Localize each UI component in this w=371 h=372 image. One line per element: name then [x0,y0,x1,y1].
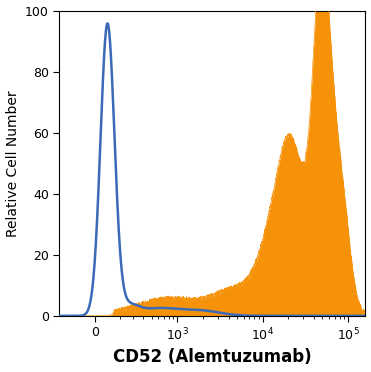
X-axis label: CD52 (Alemtuzumab): CD52 (Alemtuzumab) [113,349,312,366]
Y-axis label: Relative Cell Number: Relative Cell Number [6,90,20,237]
